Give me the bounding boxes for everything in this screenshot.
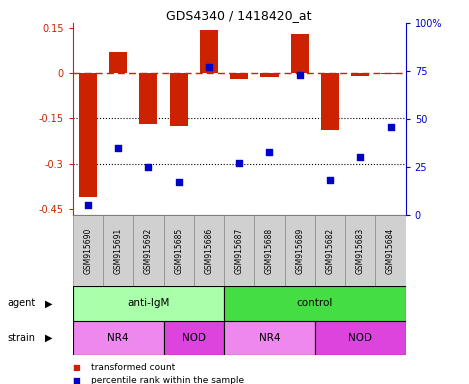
Point bbox=[356, 154, 364, 161]
Text: GSM915686: GSM915686 bbox=[204, 227, 213, 274]
Point bbox=[387, 124, 394, 130]
Bar bbox=[254, 215, 285, 286]
Bar bbox=[103, 215, 133, 286]
Text: GSM915687: GSM915687 bbox=[234, 227, 244, 274]
Bar bbox=[194, 215, 224, 286]
Bar bbox=[345, 215, 375, 286]
Text: GSM915685: GSM915685 bbox=[174, 227, 183, 274]
Text: ▶: ▶ bbox=[45, 298, 52, 308]
Bar bbox=[315, 321, 406, 355]
Bar bbox=[224, 286, 406, 321]
Bar bbox=[260, 73, 279, 78]
Bar bbox=[109, 52, 127, 73]
Bar bbox=[164, 321, 224, 355]
Text: NR4: NR4 bbox=[259, 333, 280, 343]
Text: GSM915682: GSM915682 bbox=[325, 227, 334, 274]
Bar bbox=[73, 286, 224, 321]
Bar bbox=[139, 73, 158, 124]
Bar bbox=[170, 73, 188, 126]
Text: GSM915688: GSM915688 bbox=[265, 227, 274, 274]
Bar bbox=[200, 30, 218, 73]
Point bbox=[205, 64, 212, 70]
Text: transformed count: transformed count bbox=[91, 363, 176, 372]
Text: GSM915684: GSM915684 bbox=[386, 227, 395, 274]
Bar bbox=[381, 73, 400, 74]
Text: agent: agent bbox=[7, 298, 35, 308]
Bar bbox=[79, 73, 97, 197]
Bar bbox=[224, 321, 315, 355]
Text: ■: ■ bbox=[73, 363, 81, 372]
Text: NOD: NOD bbox=[348, 333, 372, 343]
Text: ▶: ▶ bbox=[45, 333, 52, 343]
Text: GSM915691: GSM915691 bbox=[113, 227, 122, 274]
Point bbox=[326, 177, 334, 184]
Bar bbox=[164, 215, 194, 286]
Bar bbox=[285, 215, 315, 286]
Text: GSM915683: GSM915683 bbox=[356, 227, 365, 274]
Point bbox=[266, 149, 273, 155]
Text: GSM915689: GSM915689 bbox=[295, 227, 304, 274]
Point bbox=[175, 179, 182, 185]
Bar bbox=[133, 215, 164, 286]
Bar bbox=[224, 215, 254, 286]
Bar bbox=[73, 215, 103, 286]
Point bbox=[84, 202, 91, 209]
Point bbox=[144, 164, 152, 170]
Point bbox=[114, 145, 122, 151]
Text: anti-IgM: anti-IgM bbox=[127, 298, 170, 308]
Text: control: control bbox=[297, 298, 333, 308]
Bar bbox=[375, 215, 406, 286]
Bar bbox=[291, 34, 309, 73]
Bar bbox=[230, 73, 248, 79]
Title: GDS4340 / 1418420_at: GDS4340 / 1418420_at bbox=[166, 9, 312, 22]
Text: percentile rank within the sample: percentile rank within the sample bbox=[91, 376, 244, 384]
Text: GSM915690: GSM915690 bbox=[83, 227, 92, 274]
Bar bbox=[73, 321, 164, 355]
Bar bbox=[315, 215, 345, 286]
Text: NOD: NOD bbox=[182, 333, 206, 343]
Bar bbox=[351, 73, 370, 76]
Text: strain: strain bbox=[7, 333, 35, 343]
Text: NR4: NR4 bbox=[107, 333, 129, 343]
Point bbox=[296, 72, 303, 78]
Text: GSM915692: GSM915692 bbox=[144, 227, 153, 274]
Text: ■: ■ bbox=[73, 376, 81, 384]
Point bbox=[235, 160, 243, 166]
Bar bbox=[321, 73, 339, 131]
